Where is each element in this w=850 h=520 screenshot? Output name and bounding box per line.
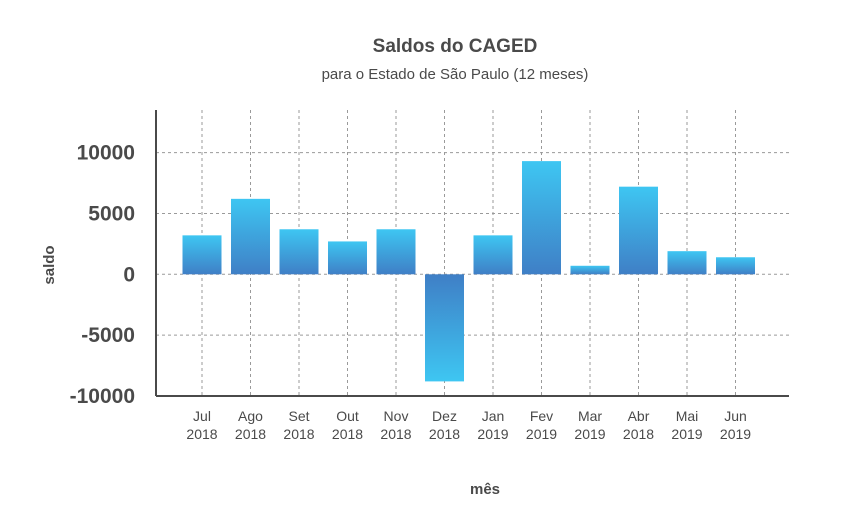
x-tick-label-month: Fev <box>530 408 553 424</box>
x-tick-label-month: Jul <box>193 408 211 424</box>
bar-mar <box>570 265 610 275</box>
bar-nov <box>376 229 416 275</box>
x-tick-label-year: 2018 <box>186 426 217 442</box>
bar-ago <box>231 198 270 275</box>
y-tick-label: 5000 <box>88 202 135 225</box>
x-tick-labels: Jul 2018 Ago 2018 Set 2018 Out 2018 Nov 2018 Dez 20… <box>186 408 751 442</box>
x-tick-label-year: 2018 <box>283 426 314 442</box>
bar-fev <box>522 161 561 275</box>
bar-abr <box>619 186 658 275</box>
x-tick-label-month: Jun <box>724 408 747 424</box>
bar-dez <box>425 274 464 382</box>
x-tick-label-month: Out <box>336 408 359 424</box>
chart-title: Saldos do CAGED <box>373 36 538 57</box>
x-tick-label-year: 2018 <box>235 426 266 442</box>
x-tick-label-month: Jan <box>482 408 505 424</box>
bar-jun <box>716 257 755 275</box>
x-tick-label-month: Set <box>288 408 309 424</box>
x-tick-label-year: 2019 <box>477 426 508 442</box>
bar-jan <box>473 235 513 275</box>
x-tick-label-year: 2018 <box>332 426 363 442</box>
bar-set <box>279 229 319 275</box>
x-tick-label-year: 2018 <box>380 426 411 442</box>
x-tick-label-month: Abr <box>628 408 650 424</box>
x-tick-label-month: Ago <box>238 408 263 424</box>
axes <box>155 110 789 397</box>
x-tick-label-month: Mai <box>676 408 699 424</box>
y-tick-label: -5000 <box>81 324 135 347</box>
x-tick-label-month: Dez <box>432 408 457 424</box>
chart-subtitle: para o Estado de São Paulo (12 meses) <box>322 66 589 83</box>
x-tick-label-month: Mar <box>578 408 602 424</box>
bar-out <box>328 241 367 275</box>
bar-jul <box>182 235 222 275</box>
bar-mai <box>667 251 707 275</box>
x-tick-label-year: 2018 <box>429 426 460 442</box>
y-tick-label: 0 <box>123 263 135 286</box>
x-tick-label-year: 2018 <box>623 426 654 442</box>
x-tick-label-month: Nov <box>384 408 409 424</box>
y-tick-label: 10000 <box>77 142 135 165</box>
y-tick-label: -10000 <box>70 385 135 408</box>
x-tick-label-year: 2019 <box>574 426 605 442</box>
x-axis-label: mês <box>470 481 500 498</box>
bars <box>182 161 755 382</box>
x-tick-label-year: 2019 <box>671 426 702 442</box>
y-axis-label: saldo <box>41 245 58 284</box>
x-tick-label-year: 2019 <box>526 426 557 442</box>
x-tick-label-year: 2019 <box>720 426 751 442</box>
y-tick-labels: 10000 5000 0 -5000 -10000 <box>70 142 135 408</box>
